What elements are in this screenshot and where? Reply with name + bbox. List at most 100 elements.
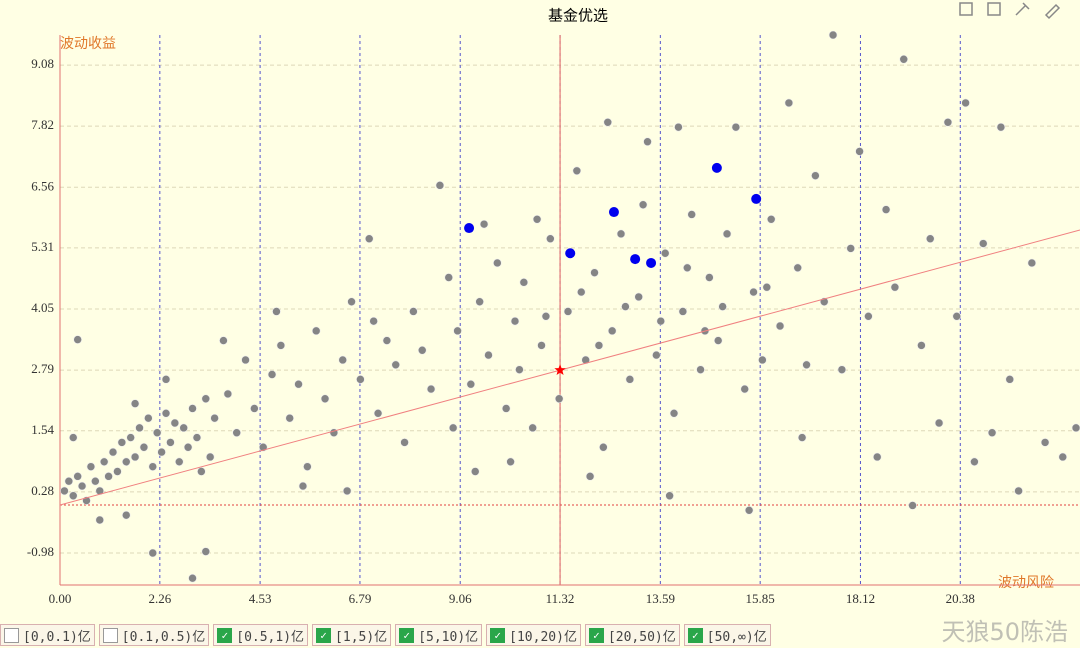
point [696, 365, 705, 374]
tool-reset[interactable] [987, 2, 1001, 16]
point [417, 345, 427, 355]
highlight-point [646, 257, 657, 268]
point [1040, 438, 1050, 447]
point [400, 438, 409, 447]
filter[interactable]: ✓ [20,50)亿 [584, 624, 680, 646]
highlight-point [608, 207, 619, 218]
point [373, 409, 383, 418]
point [152, 428, 162, 438]
point [161, 375, 171, 384]
checkbox[interactable]: ✓ [316, 627, 332, 643]
chart-title: 基金优选 [548, 7, 608, 24]
point [758, 355, 767, 365]
x-tick-label: 20.38 [946, 591, 975, 606]
checkbox[interactable]: ✓ [399, 627, 415, 643]
point [749, 287, 758, 297]
point [183, 442, 193, 452]
point [73, 335, 82, 344]
point [466, 379, 476, 389]
filter[interactable]: ✓ [0.5,1)亿 [213, 624, 309, 646]
x-tick-label: 0.00 [49, 591, 72, 606]
point [740, 384, 750, 394]
point [1005, 375, 1015, 384]
tool-settings[interactable] [1015, 2, 1030, 16]
point [890, 282, 900, 292]
filter-label: [50,∞)亿 [706, 629, 767, 645]
checkbox[interactable]: ✓ [217, 627, 233, 643]
point [73, 472, 82, 481]
point [687, 210, 697, 219]
highlight-point [711, 162, 722, 173]
filter[interactable]: [0.1,0.5)亿 [98, 624, 210, 646]
point [1058, 452, 1068, 462]
point [925, 234, 935, 244]
filter-label: [10,20)亿 [509, 629, 577, 645]
highlight-point [565, 248, 576, 259]
point [364, 234, 374, 244]
point [201, 547, 211, 556]
point [802, 360, 811, 370]
point [541, 312, 551, 321]
point [130, 399, 140, 408]
point [828, 30, 838, 40]
point [170, 418, 180, 428]
filter-label: [0.1,0.5)亿 [121, 629, 206, 645]
filter[interactable]: ✓ [5,10)亿 [395, 624, 483, 646]
x-axis-label: 波动风险 [998, 575, 1054, 591]
point [1071, 423, 1080, 433]
chart: 基金优选 波动收益 波动风险 -0.98 0.28 1.54 2.79 4.05 5.31… [27, 2, 1080, 606]
point [144, 413, 153, 423]
x-tick-label: 2.26 [148, 591, 171, 606]
point [320, 394, 330, 404]
filter[interactable]: ✓ [50,∞)亿 [683, 624, 771, 646]
point [603, 118, 613, 127]
filter[interactable]: ✓ [10,20)亿 [486, 624, 581, 646]
point [157, 447, 166, 457]
filter[interactable]: ✓ [1,5)亿 [312, 624, 392, 646]
point [435, 181, 445, 190]
point [678, 307, 688, 316]
checkbox[interactable]: ✓ [490, 627, 506, 643]
filter[interactable]: [0,0.1)亿 [0, 624, 95, 646]
point [669, 409, 679, 418]
checkbox[interactable] [102, 627, 118, 643]
y-tick-label: 0.28 [31, 483, 54, 498]
point [347, 297, 356, 307]
point [130, 452, 140, 462]
checkbox[interactable] [4, 627, 19, 643]
checkbox[interactable]: ✓ [588, 627, 604, 643]
point [223, 389, 233, 399]
point [117, 438, 127, 447]
point [60, 486, 69, 496]
point [784, 98, 794, 108]
point [705, 273, 714, 282]
point [174, 457, 184, 467]
point [563, 307, 573, 316]
point [590, 268, 599, 277]
point [285, 413, 295, 423]
point [179, 423, 188, 433]
point [493, 258, 502, 268]
tool-zoom[interactable] [959, 2, 973, 16]
point [382, 336, 392, 345]
point [113, 467, 122, 476]
point [219, 336, 228, 345]
checkbox[interactable]: ✓ [687, 627, 703, 643]
x-tick-label: 6.79 [349, 591, 372, 606]
x-tick-label: 18.12 [846, 591, 875, 606]
point [192, 433, 202, 442]
point [166, 438, 175, 447]
y-tick-label: 2.79 [31, 361, 54, 376]
y-tick-label: -0.98 [27, 544, 54, 559]
point [501, 404, 511, 413]
point [135, 423, 144, 433]
tool-edit[interactable] [1044, 3, 1061, 20]
point [475, 297, 484, 307]
point [205, 452, 215, 462]
point [99, 457, 109, 467]
point [210, 413, 219, 423]
y-tick-label: 4.05 [31, 300, 54, 315]
point [837, 365, 847, 374]
highlight-point [630, 254, 641, 265]
point [616, 229, 626, 239]
